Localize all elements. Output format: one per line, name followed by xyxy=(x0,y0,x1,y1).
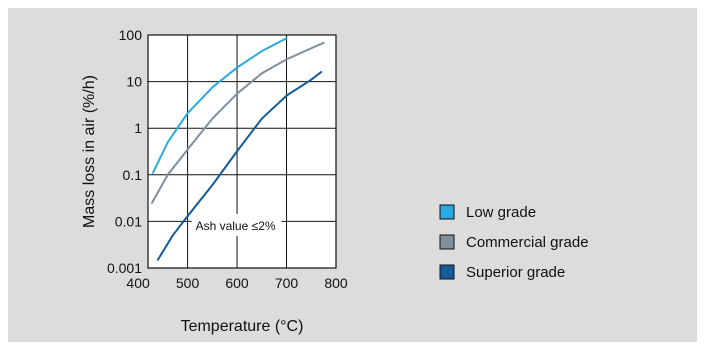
y-tick-label: 1 xyxy=(134,120,142,136)
legend-label: Commercial grade xyxy=(466,234,589,251)
y-tick-label: 100 xyxy=(119,27,143,43)
legend-label: Superior grade xyxy=(466,264,565,281)
legend-swatch-superior-grade xyxy=(439,264,455,280)
grid-layer xyxy=(147,34,337,269)
legend: Low grade Commercial grade Superior grade xyxy=(439,204,589,281)
annotation-box xyxy=(191,213,282,236)
y-tick-label: 0.1 xyxy=(123,167,143,183)
x-tick-label: 600 xyxy=(225,275,249,291)
x-tick-label: 500 xyxy=(176,275,200,291)
annotation-label: Ash value ≤2% xyxy=(196,219,276,233)
x-axis-title: Temperature (°C) xyxy=(181,318,304,335)
series-line-commercial-grade xyxy=(150,41,325,204)
series-layer xyxy=(150,37,325,261)
ticks-layer: 0.001 0.01 0.1 1 10 100 400 500 600 700 800 xyxy=(107,27,348,291)
y-tick-label: 10 xyxy=(126,74,142,90)
series-line-superior-grade xyxy=(156,71,323,261)
legend-label: Low grade xyxy=(466,204,536,221)
legend-swatch-low-grade xyxy=(439,204,455,220)
chart-panel xyxy=(8,8,697,342)
series-line-low-grade xyxy=(151,37,288,174)
y-axis-title: Mass loss in air (%/h) xyxy=(81,75,98,228)
x-tick-label: 800 xyxy=(324,275,348,291)
x-tick-label: 400 xyxy=(126,275,150,291)
x-tick-label: 700 xyxy=(275,275,299,291)
legend-swatch-commercial-grade xyxy=(439,234,455,250)
y-tick-label: 0.01 xyxy=(115,213,142,229)
y-tick-label: 0.001 xyxy=(107,260,142,276)
